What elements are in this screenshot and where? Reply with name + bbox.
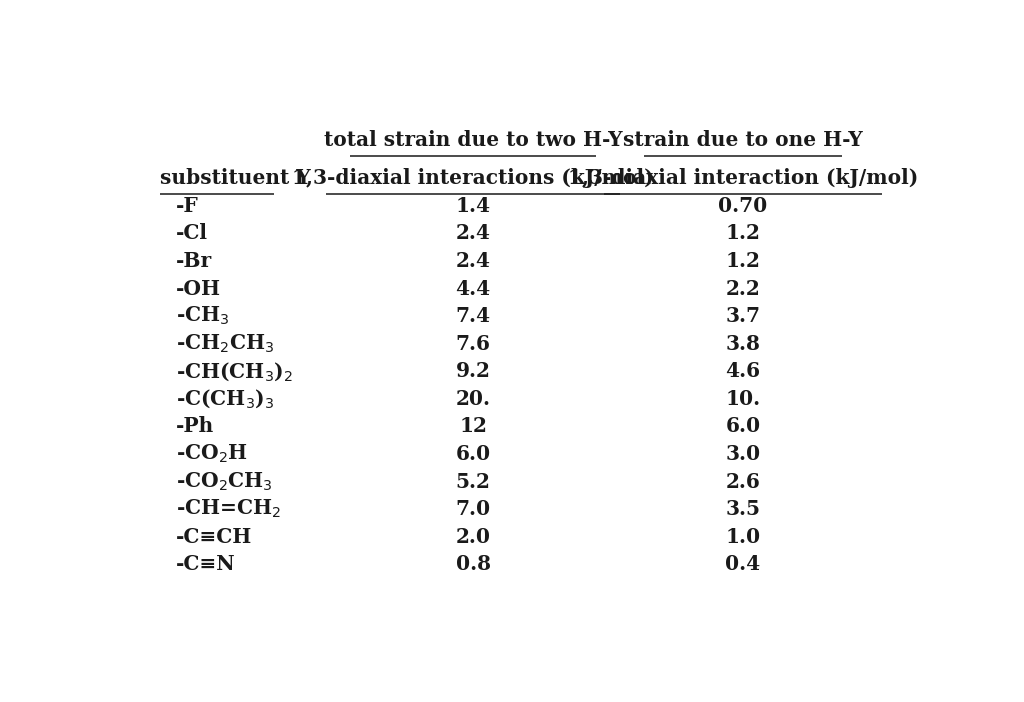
Text: 20.: 20. [456,389,490,409]
Text: -OH: -OH [176,279,220,298]
Text: -CH(CH$_3$)$_2$: -CH(CH$_3$)$_2$ [176,360,293,383]
Text: 3.0: 3.0 [725,444,761,464]
Text: 1,3-diaxial interactions (kJ/mol): 1,3-diaxial interactions (kJ/mol) [293,168,654,188]
Text: -C≡N: -C≡N [176,555,236,574]
Text: -CH=CH$_2$: -CH=CH$_2$ [176,498,281,520]
Text: 10.: 10. [725,389,761,409]
Text: 4.4: 4.4 [456,279,490,298]
Text: 7.0: 7.0 [456,499,490,519]
Text: 2.4: 2.4 [456,251,490,271]
Text: 1.2: 1.2 [726,223,761,244]
Text: -Br: -Br [176,251,212,271]
Text: -CO$_2$H: -CO$_2$H [176,443,248,465]
Text: 2.0: 2.0 [456,526,490,547]
Text: -Ph: -Ph [176,416,214,437]
Text: 1,3-diaxial interaction (kJ/mol): 1,3-diaxial interaction (kJ/mol) [568,168,919,188]
Text: 12: 12 [460,416,487,437]
Text: -F: -F [176,196,199,216]
Text: 1.2: 1.2 [726,251,761,271]
Text: 6.0: 6.0 [456,444,490,464]
Text: 7.6: 7.6 [456,333,490,354]
Text: 3.7: 3.7 [726,306,761,326]
Text: -CH$_2$CH$_3$: -CH$_2$CH$_3$ [176,333,273,355]
Text: -C(CH$_3$)$_3$: -C(CH$_3$)$_3$ [176,388,273,410]
Text: 2.6: 2.6 [726,472,761,491]
Text: 6.0: 6.0 [725,416,761,437]
Text: 9.2: 9.2 [456,362,490,381]
Text: 3.5: 3.5 [726,499,761,519]
Text: -Cl: -Cl [176,223,208,244]
Text: -C≡CH: -C≡CH [176,526,252,547]
Text: 4.6: 4.6 [725,362,761,381]
Text: -CH$_3$: -CH$_3$ [176,305,229,327]
Text: 1.0: 1.0 [725,526,761,547]
Text: 0.70: 0.70 [719,196,768,216]
Text: 2.2: 2.2 [726,279,761,298]
Text: substituent Y: substituent Y [160,168,310,188]
Text: 7.4: 7.4 [456,306,490,326]
Text: total strain due to two H-Y: total strain due to two H-Y [324,130,623,150]
Text: 0.8: 0.8 [456,555,490,574]
Text: -CO$_2$CH$_3$: -CO$_2$CH$_3$ [176,470,272,493]
Text: 1.4: 1.4 [456,196,490,216]
Text: strain due to one H-Y: strain due to one H-Y [624,130,863,150]
Text: 3.8: 3.8 [726,333,761,354]
Text: 5.2: 5.2 [456,472,490,491]
Text: 2.4: 2.4 [456,223,490,244]
Text: 0.4: 0.4 [725,555,761,574]
